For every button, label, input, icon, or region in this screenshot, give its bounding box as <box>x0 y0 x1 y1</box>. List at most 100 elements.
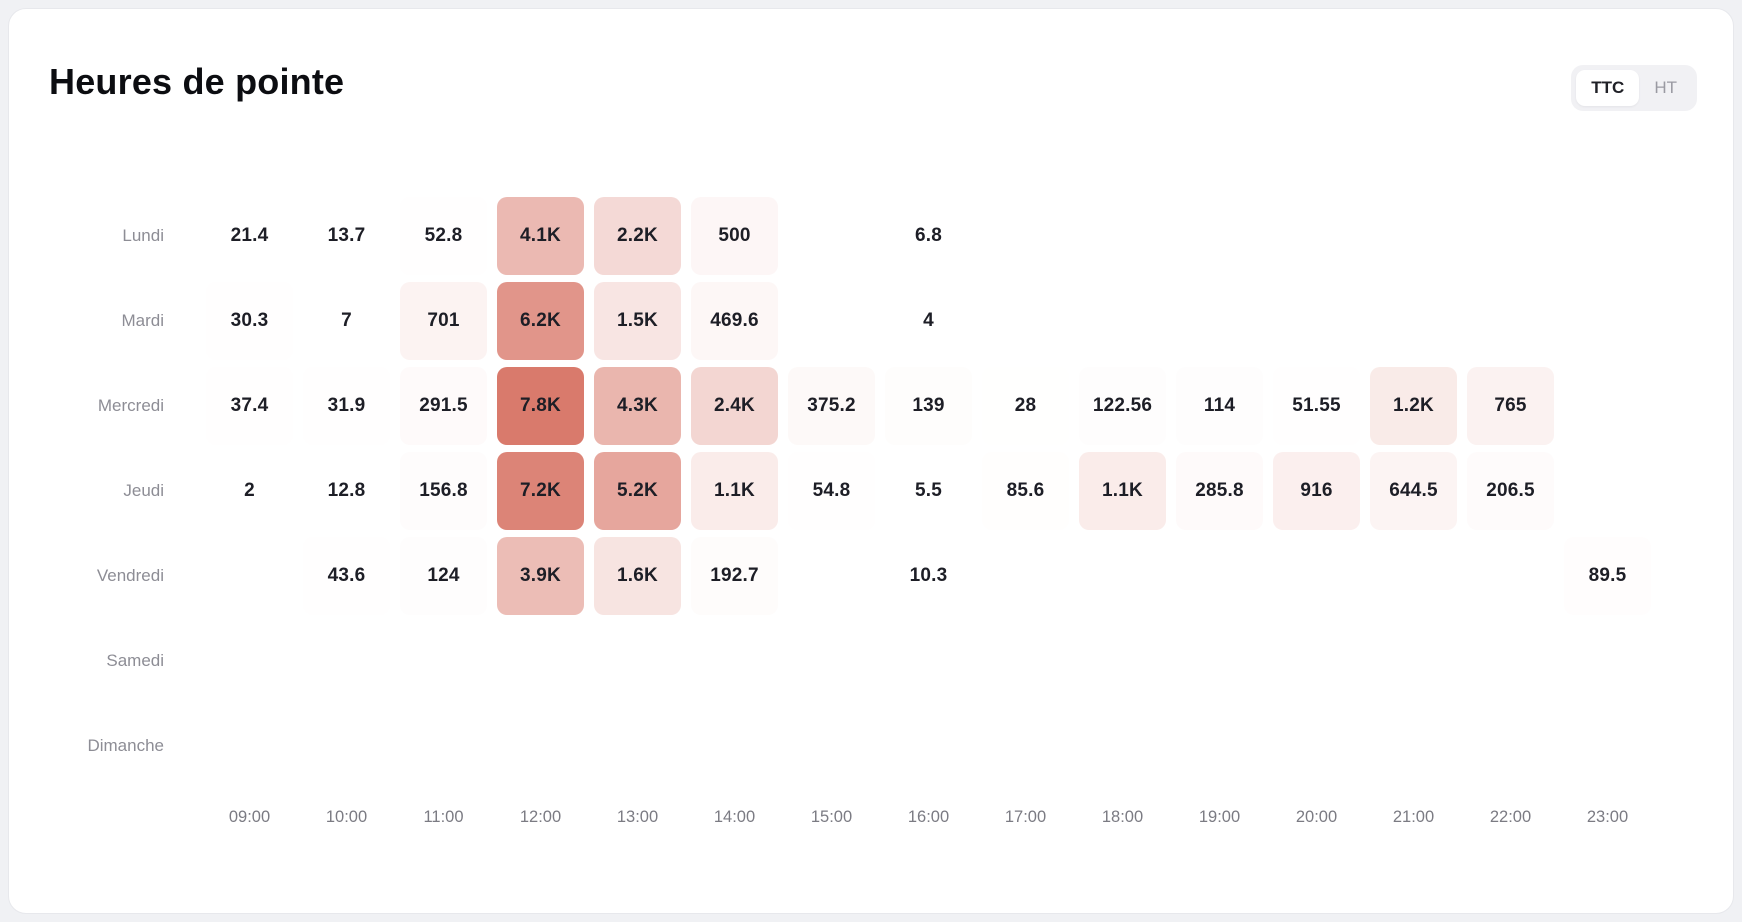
heatmap-cell <box>1564 282 1651 360</box>
heatmap-cell[interactable]: 701 <box>400 282 487 360</box>
toggle-ttc-button[interactable]: TTC <box>1576 70 1640 106</box>
heatmap-cell <box>1273 197 1360 275</box>
heatmap-cell <box>1564 707 1651 785</box>
heatmap-cell <box>1467 537 1554 615</box>
heatmap-cell <box>1176 707 1263 785</box>
heatmap-cell <box>1467 622 1554 700</box>
heatmap-cell[interactable]: 122.56 <box>1079 367 1166 445</box>
heatmap-cell <box>982 282 1069 360</box>
heatmap-cell <box>1079 707 1166 785</box>
heatmap-cell <box>1273 622 1360 700</box>
x-axis-label: 22:00 <box>1489 808 1532 826</box>
heatmap-cell[interactable]: 139 <box>885 367 972 445</box>
heatmap-cell[interactable]: 1.1K <box>1079 452 1166 530</box>
heatmap-cell[interactable]: 7.8K <box>497 367 584 445</box>
toggle-ht-button[interactable]: HT <box>1639 70 1692 106</box>
axis-corner-spacer <box>9 792 196 844</box>
heatmap-cell <box>206 707 293 785</box>
heatmap-cell[interactable]: 31.9 <box>303 367 390 445</box>
heatmap-cell <box>691 707 778 785</box>
heatmap-cell <box>1467 197 1554 275</box>
heatmap-cell <box>1176 197 1263 275</box>
x-axis-label: 09:00 <box>228 808 271 826</box>
heatmap-cell[interactable]: 124 <box>400 537 487 615</box>
heatmap-cell[interactable]: 156.8 <box>400 452 487 530</box>
heatmap-cell <box>885 622 972 700</box>
heatmap-cell[interactable]: 10.3 <box>885 537 972 615</box>
heatmap-cell[interactable]: 3.9K <box>497 537 584 615</box>
heatmap-cell <box>788 622 875 700</box>
heatmap-cell[interactable]: 644.5 <box>1370 452 1457 530</box>
heatmap-cell <box>1564 197 1651 275</box>
heatmap-cell <box>497 622 584 700</box>
heatmap-cell[interactable]: 916 <box>1273 452 1360 530</box>
heatmap-cell[interactable]: 6.8 <box>885 197 972 275</box>
heatmap-cell <box>982 537 1069 615</box>
x-axis-label: 20:00 <box>1295 808 1338 826</box>
heatmap-cell[interactable]: 28 <box>982 367 1069 445</box>
heatmap-cell[interactable]: 52.8 <box>400 197 487 275</box>
heatmap-cell <box>303 707 390 785</box>
heatmap-cell[interactable]: 469.6 <box>691 282 778 360</box>
heatmap-cell[interactable]: 1.1K <box>691 452 778 530</box>
heatmap-cell[interactable]: 89.5 <box>1564 537 1651 615</box>
heatmap-cell[interactable]: 192.7 <box>691 537 778 615</box>
heatmap-cell <box>788 537 875 615</box>
heatmap-cell[interactable]: 1.5K <box>594 282 681 360</box>
heatmap-cell[interactable]: 5.5 <box>885 452 972 530</box>
y-axis-label: Vendredi <box>96 566 164 585</box>
x-axis-label: 15:00 <box>810 808 853 826</box>
heatmap-cell[interactable]: 765 <box>1467 367 1554 445</box>
heatmap-cell <box>1370 537 1457 615</box>
x-axis-label: 17:00 <box>1004 808 1047 826</box>
heatmap-cell[interactable]: 114 <box>1176 367 1263 445</box>
heatmap-cell[interactable]: 206.5 <box>1467 452 1554 530</box>
heatmap-cell[interactable]: 30.3 <box>206 282 293 360</box>
heatmap-cell[interactable]: 1.6K <box>594 537 681 615</box>
heatmap-cell[interactable]: 285.8 <box>1176 452 1263 530</box>
heatmap-cell[interactable]: 4.3K <box>594 367 681 445</box>
heatmap-cell <box>1564 452 1651 530</box>
heatmap-cell[interactable]: 6.2K <box>497 282 584 360</box>
heatmap-cell <box>1370 197 1457 275</box>
heatmap-cell[interactable]: 7 <box>303 282 390 360</box>
x-axis-label: 23:00 <box>1586 808 1629 826</box>
heatmap-cell <box>400 622 487 700</box>
heatmap-cell[interactable]: 1.2K <box>1370 367 1457 445</box>
x-axis-label: 18:00 <box>1101 808 1144 826</box>
heatmap-cell[interactable]: 43.6 <box>303 537 390 615</box>
heatmap-cell[interactable]: 2.4K <box>691 367 778 445</box>
heatmap-cell[interactable]: 37.4 <box>206 367 293 445</box>
heatmap-cell[interactable]: 7.2K <box>497 452 584 530</box>
heatmap-cell[interactable]: 51.55 <box>1273 367 1360 445</box>
heatmap-cell <box>1079 282 1166 360</box>
x-axis-label: 16:00 <box>907 808 950 826</box>
heatmap-cell[interactable]: 2.2K <box>594 197 681 275</box>
heatmap-cell <box>885 707 972 785</box>
heatmap-cell[interactable]: 500 <box>691 197 778 275</box>
heatmap-cell <box>1176 537 1263 615</box>
heatmap-cell[interactable]: 54.8 <box>788 452 875 530</box>
heatmap-cell <box>691 622 778 700</box>
heatmap-cell[interactable]: 375.2 <box>788 367 875 445</box>
x-axis-label: 13:00 <box>616 808 659 826</box>
heatmap-cell <box>1564 622 1651 700</box>
heatmap-cell[interactable]: 21.4 <box>206 197 293 275</box>
heatmap-cell[interactable]: 291.5 <box>400 367 487 445</box>
heatmap-cell[interactable]: 4 <box>885 282 972 360</box>
heatmap-cell[interactable]: 5.2K <box>594 452 681 530</box>
heatmap-cell[interactable]: 4.1K <box>497 197 584 275</box>
heatmap-cell[interactable]: 12.8 <box>303 452 390 530</box>
heatmap-cell <box>1079 197 1166 275</box>
heatmap-cell <box>1176 282 1263 360</box>
heatmap-cell <box>1467 707 1554 785</box>
heatmap-cell[interactable]: 13.7 <box>303 197 390 275</box>
heatmap-cell <box>1273 282 1360 360</box>
heatmap-cell <box>1370 707 1457 785</box>
heatmap-cell <box>206 622 293 700</box>
heatmap-cell <box>1079 537 1166 615</box>
heatmap-cell[interactable]: 85.6 <box>982 452 1069 530</box>
y-axis-label: Dimanche <box>87 736 164 755</box>
heatmap-cell[interactable]: 2 <box>206 452 293 530</box>
heatmap-cell <box>788 707 875 785</box>
